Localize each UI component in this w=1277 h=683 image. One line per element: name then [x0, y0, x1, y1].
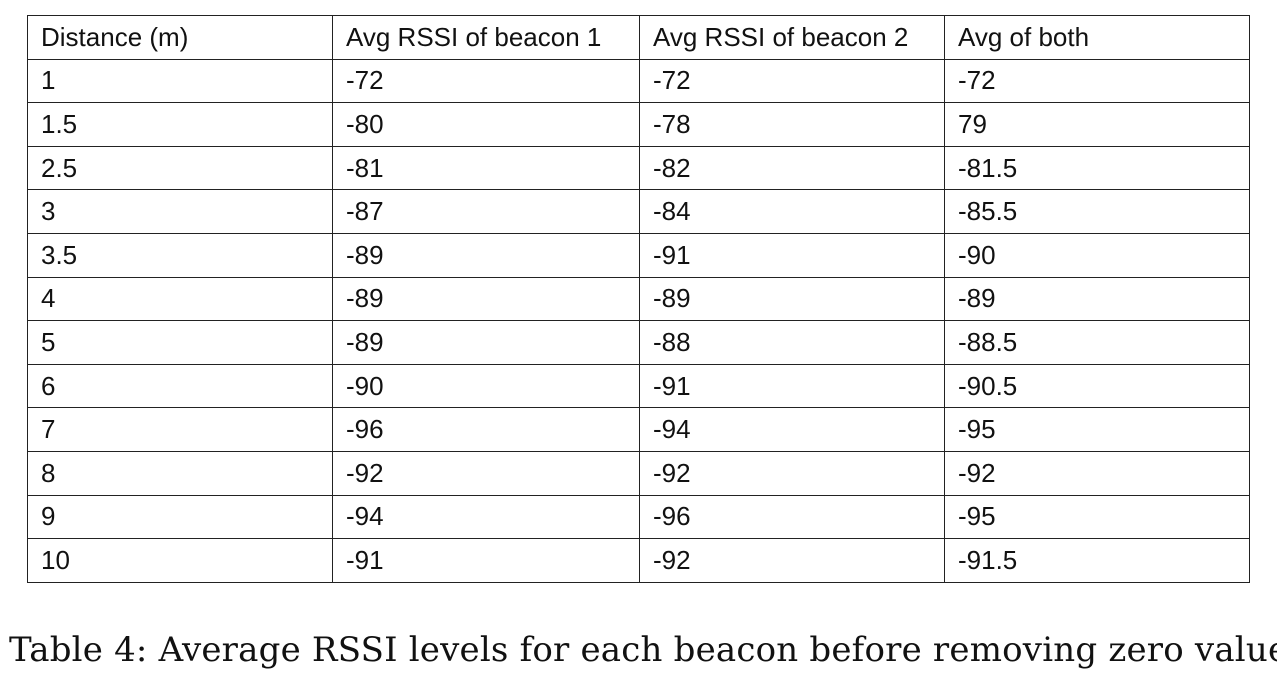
- cell-distance: 1.5: [27, 102, 333, 147]
- cell-beacon-2: -89: [639, 276, 945, 322]
- table-caption: Table 4: Average RSSI levels for each be…: [9, 630, 1277, 670]
- table-row: 1.5 -80 -78 79: [27, 102, 1250, 147]
- cell-avg-both: -81.5: [944, 145, 1250, 191]
- cell-avg-both: -90: [944, 232, 1250, 278]
- cell-beacon-1: -96: [332, 407, 640, 452]
- cell-distance: 1: [27, 58, 333, 104]
- cell-beacon-1: -92: [332, 450, 640, 496]
- table-row: 6 -90 -91 -90.5: [27, 363, 1250, 409]
- table-row: 3 -87 -84 -85.5: [27, 189, 1250, 234]
- cell-beacon-1: -81: [332, 145, 640, 191]
- rssi-table-container: Distance (m) Avg RSSI of beacon 1 Avg RS…: [27, 15, 1250, 583]
- cell-distance: 3.5: [27, 232, 333, 278]
- header-beacon-2: Avg RSSI of beacon 2: [639, 15, 945, 60]
- cell-distance: 9: [27, 494, 333, 540]
- cell-beacon-2: -72: [639, 58, 945, 104]
- cell-avg-both: -95: [944, 494, 1250, 540]
- table-row: 9 -94 -96 -95: [27, 494, 1250, 540]
- cell-distance: 8: [27, 450, 333, 496]
- header-distance: Distance (m): [27, 15, 333, 60]
- cell-beacon-1: -90: [332, 363, 640, 409]
- table-row: 7 -96 -94 -95: [27, 407, 1250, 452]
- cell-avg-both: -88.5: [944, 320, 1250, 365]
- cell-beacon-2: -96: [639, 494, 945, 540]
- cell-beacon-2: -88: [639, 320, 945, 365]
- cell-beacon-1: -89: [332, 232, 640, 278]
- cell-avg-both: -89: [944, 276, 1250, 322]
- header-avg-both: Avg of both: [944, 15, 1250, 60]
- cell-avg-both: -92: [944, 450, 1250, 496]
- cell-beacon-2: -92: [639, 538, 945, 583]
- cell-distance: 3: [27, 189, 333, 234]
- cell-avg-both: -95: [944, 407, 1250, 452]
- header-beacon-1: Avg RSSI of beacon 1: [332, 15, 640, 60]
- cell-avg-both: 79: [944, 102, 1250, 147]
- cell-avg-both: -91.5: [944, 538, 1250, 583]
- table-row: 3.5 -89 -91 -90: [27, 232, 1250, 278]
- cell-beacon-2: -78: [639, 102, 945, 147]
- cell-beacon-2: -91: [639, 363, 945, 409]
- table-row: 4 -89 -89 -89: [27, 276, 1250, 322]
- cell-avg-both: -90.5: [944, 363, 1250, 409]
- cell-beacon-1: -80: [332, 102, 640, 147]
- cell-beacon-1: -91: [332, 538, 640, 583]
- cell-avg-both: -85.5: [944, 189, 1250, 234]
- cell-distance: 10: [27, 538, 333, 583]
- cell-beacon-1: -89: [332, 320, 640, 365]
- cell-beacon-1: -89: [332, 276, 640, 322]
- table-header-row: Distance (m) Avg RSSI of beacon 1 Avg RS…: [27, 15, 1250, 60]
- cell-beacon-2: -84: [639, 189, 945, 234]
- cell-beacon-2: -82: [639, 145, 945, 191]
- cell-distance: 6: [27, 363, 333, 409]
- cell-distance: 5: [27, 320, 333, 365]
- cell-distance: 4: [27, 276, 333, 322]
- cell-beacon-2: -92: [639, 450, 945, 496]
- cell-beacon-1: -94: [332, 494, 640, 540]
- rssi-table: Distance (m) Avg RSSI of beacon 1 Avg RS…: [27, 15, 1250, 583]
- table-row: 2.5 -81 -82 -81.5: [27, 145, 1250, 191]
- cell-beacon-1: -72: [332, 58, 640, 104]
- table-row: 10 -91 -92 -91.5: [27, 538, 1250, 583]
- cell-distance: 2.5: [27, 145, 333, 191]
- table-row: 5 -89 -88 -88.5: [27, 320, 1250, 365]
- cell-distance: 7: [27, 407, 333, 452]
- cell-beacon-2: -94: [639, 407, 945, 452]
- cell-avg-both: -72: [944, 58, 1250, 104]
- cell-beacon-2: -91: [639, 232, 945, 278]
- table-row: 1 -72 -72 -72: [27, 58, 1250, 104]
- table-row: 8 -92 -92 -92: [27, 450, 1250, 496]
- cell-beacon-1: -87: [332, 189, 640, 234]
